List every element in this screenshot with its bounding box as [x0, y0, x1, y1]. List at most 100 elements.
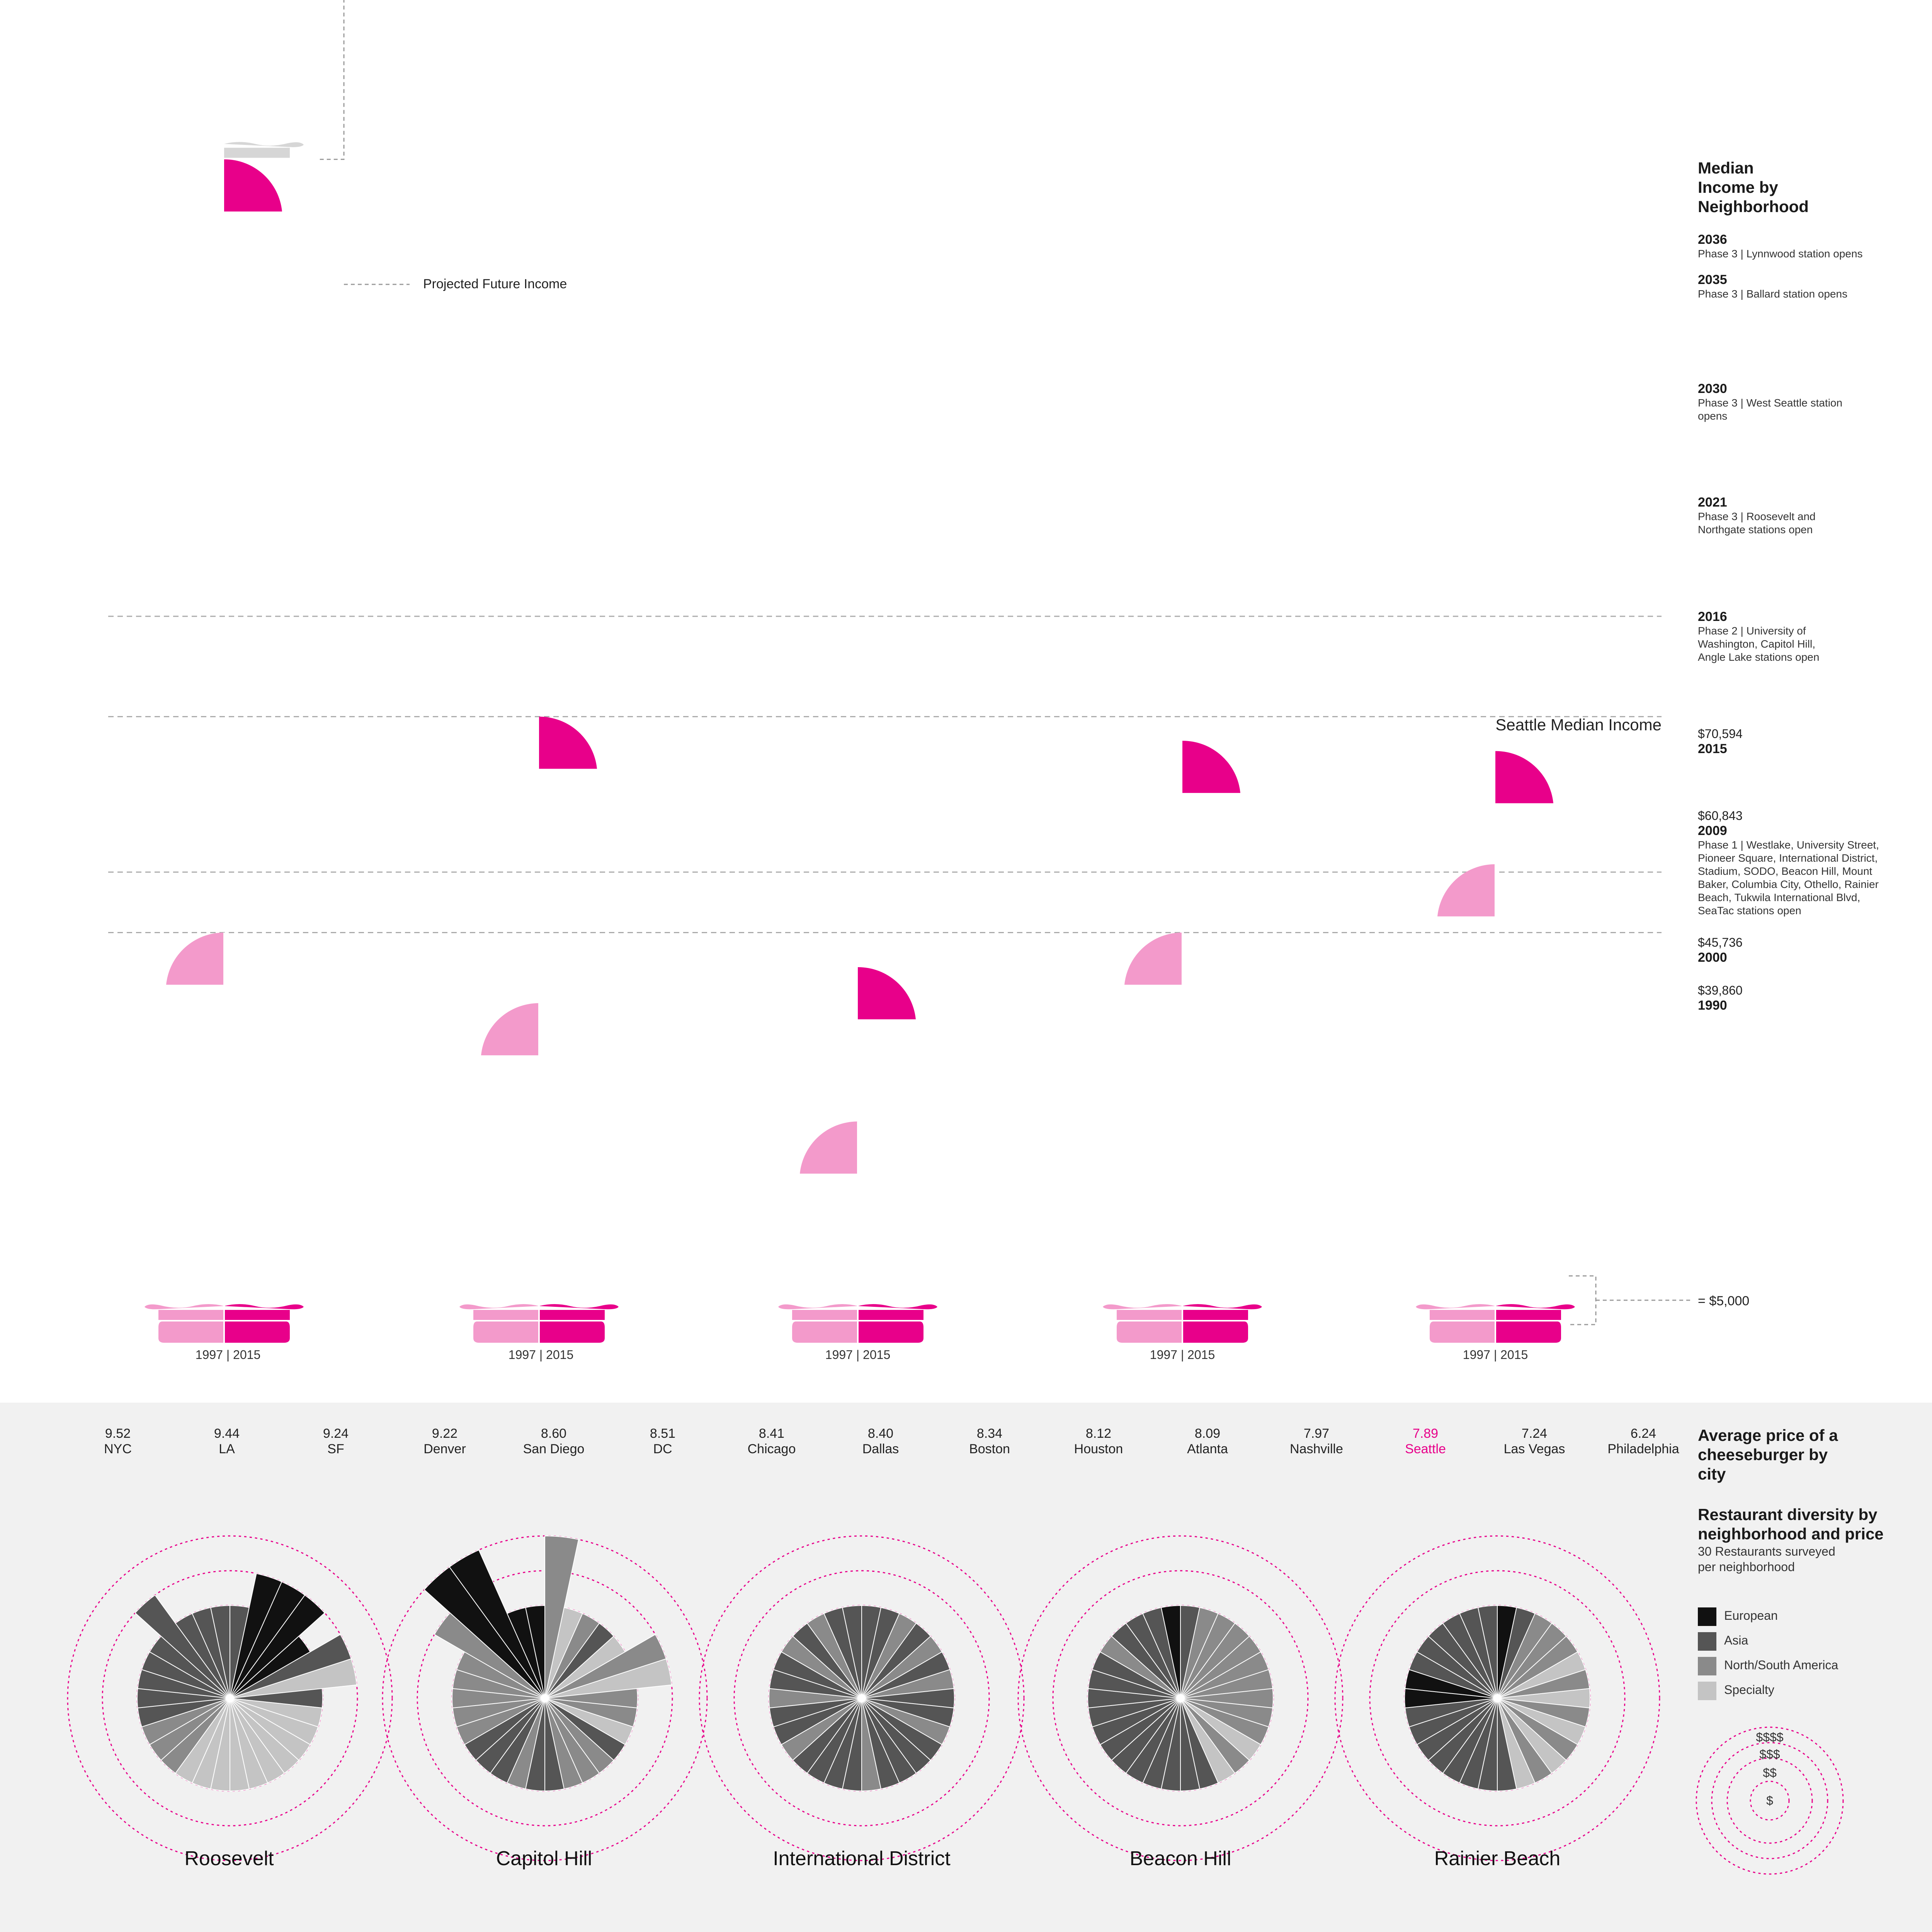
bottom-bun: [1495, 1321, 1561, 1343]
ref-label-2000: $45,736 2000: [1698, 935, 1743, 965]
price-ring: [1017, 1535, 1344, 1861]
polar-center: [1177, 1694, 1184, 1702]
top-bun: [224, 159, 282, 212]
polar-roosevelt: [67, 1535, 393, 1861]
top-bun: [1124, 932, 1182, 985]
price-value: 8.51: [650, 1426, 676, 1441]
price-ring: [1052, 1570, 1309, 1827]
price-cell-houston: 8.12 Houston: [1044, 1426, 1153, 1457]
bottom-bun: [1182, 1321, 1248, 1343]
lettuce-frill: [224, 1304, 304, 1310]
event-note: Phase 1 | Westlake, University Street, P…: [1698, 839, 1879, 917]
axis-label-international-district: 1997 | 2015: [825, 1348, 891, 1362]
north-south-america-swatch: [1698, 1656, 1716, 1675]
event-year: 2021: [1698, 495, 1727, 510]
city-name: San Diego: [523, 1442, 585, 1456]
burger-capitol-hill: [459, 716, 619, 1343]
city-name: Chicago: [747, 1442, 796, 1456]
ref-label-2015: $70,594 2015: [1698, 726, 1743, 757]
legend-asia-label: Asia: [1724, 1633, 1748, 1647]
patty-layer: [473, 1310, 539, 1320]
burger-stacks: [145, 0, 1692, 1343]
price-cell-sf: 9.24 SF: [282, 1426, 390, 1457]
restaurant-wedge: [449, 1549, 545, 1699]
legend-north-south-america: North/South America: [1698, 1655, 1838, 1675]
legend-specialty: Specialty: [1698, 1680, 1774, 1700]
price-value: 7.89: [1412, 1426, 1439, 1441]
asia-swatch: [1698, 1632, 1716, 1651]
price-level-2: $$: [1763, 1766, 1777, 1780]
cheeseburger-price-title: Average price of a cheeseburger by city: [1698, 1426, 1838, 1483]
event-year: 2035: [1698, 272, 1727, 287]
lettuce-frill: [145, 1304, 224, 1310]
legend-european-label: European: [1724, 1609, 1778, 1622]
top-bun: [1182, 741, 1240, 793]
price-cell-philadelphia: 6.24 Philadelphia: [1589, 1426, 1697, 1457]
neighborhood-beacon-hill: Beacon Hill: [1129, 1847, 1231, 1870]
price-value: 8.09: [1194, 1426, 1221, 1441]
city-name: Seattle: [1405, 1442, 1446, 1456]
price-ring: [102, 1570, 358, 1827]
event-year: 2036: [1698, 232, 1727, 247]
lettuce-frill: [778, 1304, 858, 1310]
ref-year: 2000: [1698, 950, 1727, 965]
event-note: Phase 3 | Ballard station opens: [1698, 288, 1848, 300]
ref-year: 2009: [1698, 823, 1727, 838]
axis-label-capitol-hill: 1997 | 2015: [508, 1348, 574, 1362]
city-name: Boston: [969, 1442, 1010, 1456]
price-cell-boston: 8.34 Boston: [935, 1426, 1044, 1457]
legend-ring: [1726, 1757, 1813, 1844]
top-bun: [1495, 751, 1553, 803]
price-level-1: $: [1766, 1794, 1773, 1808]
polar-capitol-hill: [382, 1535, 708, 1861]
legend-ring: [1711, 1742, 1828, 1859]
lettuce-frill: [224, 142, 304, 147]
price-ring: [733, 1570, 990, 1827]
event-year: 2030: [1698, 381, 1727, 396]
diversity-subtitle: 30 Restaurants surveyed per neighborhood: [1698, 1544, 1835, 1574]
burger-rainier-beach: [1416, 751, 1575, 1343]
patty-layer: [1430, 1310, 1495, 1320]
lettuce-frill: [459, 1304, 539, 1310]
polar-center: [858, 1694, 866, 1702]
event-note: Phase 2 | University of Washington, Capi…: [1698, 625, 1820, 663]
city-name: Nashville: [1290, 1442, 1343, 1456]
price-cell-san-diego: 8.60 San Diego: [500, 1426, 608, 1457]
event-note: Phase 3 | Lynnwood station opens: [1698, 248, 1863, 260]
restaurant-wedge: [544, 1658, 672, 1699]
ref-year: 1990: [1698, 998, 1727, 1013]
price-cell-denver: 9.22 Denver: [391, 1426, 499, 1457]
restaurant-wedge: [1477, 1605, 1498, 1699]
bottom-bun: [858, 1321, 923, 1343]
price-value: 9.44: [214, 1426, 240, 1441]
event-2021: 2021 Phase 3 | Roosevelt and Northgate s…: [1698, 495, 1825, 536]
city-name: DC: [653, 1442, 672, 1456]
polar-international-district: [699, 1535, 1025, 1861]
legend-specialty-label: Specialty: [1724, 1683, 1774, 1697]
price-value: 7.97: [1303, 1426, 1330, 1441]
price-cell-dallas: 8.40 Dallas: [827, 1426, 935, 1457]
patty-layer: [858, 1310, 923, 1320]
seattle-median-label: Seattle Median Income: [1495, 716, 1662, 734]
ref-money: $60,843: [1698, 809, 1743, 823]
bottom-bun: [792, 1321, 858, 1343]
restaurant-wedge: [134, 1594, 230, 1699]
ref-money: $39,860: [1698, 983, 1743, 997]
event-2035: 2035 Phase 3 | Ballard station opens: [1698, 272, 1891, 301]
diversity-polar-charts: [67, 1535, 1660, 1861]
event-2036: 2036 Phase 3 | Lynnwood station opens: [1698, 232, 1891, 260]
polar-center: [1493, 1694, 1501, 1702]
top-bun: [858, 967, 916, 1019]
axis-label-roosevelt: 1997 | 2015: [195, 1348, 261, 1362]
price-level-3: $$$: [1759, 1747, 1780, 1761]
ref-money: $70,594: [1698, 727, 1743, 741]
projected-income-label: Projected Future Income: [423, 277, 567, 291]
diversity-title: Restaurant diversity by neighborhood and…: [1698, 1505, 1884, 1543]
city-name: Denver: [423, 1442, 466, 1456]
polar-rainier-beach: [1334, 1535, 1660, 1861]
price-cell-nashville: 7.97 Nashville: [1262, 1426, 1371, 1457]
bottom-bun: [473, 1321, 539, 1343]
price-level-4: $$$$: [1756, 1730, 1784, 1744]
price-value: 8.41: [759, 1426, 785, 1441]
bottom-bun: [539, 1321, 605, 1343]
